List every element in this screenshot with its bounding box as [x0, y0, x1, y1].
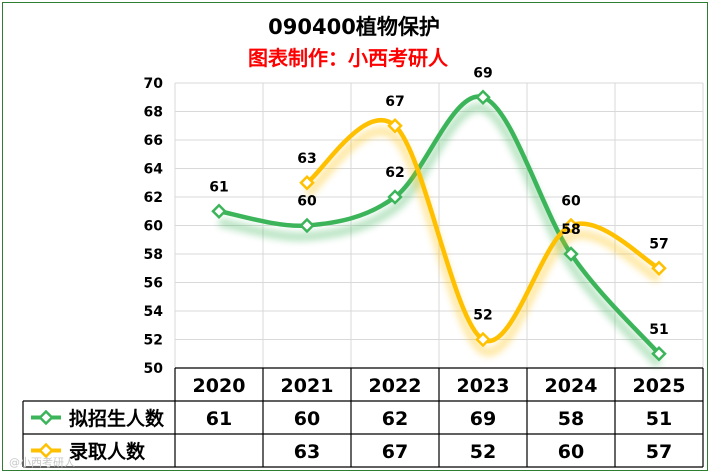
data-point-marker [475, 331, 491, 348]
chart-title: 090400植物保护 [268, 15, 440, 39]
legend-label-0: 拟招生人数 [69, 407, 165, 430]
x-tick-label: 2020 [193, 375, 246, 397]
x-tick-label: 2025 [633, 375, 686, 397]
x-tick-label: 2021 [281, 375, 334, 397]
data-point-marker [387, 189, 403, 205]
data-label: 60 [297, 194, 317, 210]
series-line-glow-0 [218, 103, 663, 368]
x-tick-label: 2024 [545, 375, 598, 397]
y-tick-label: 62 [144, 190, 163, 206]
data-label: 58 [561, 222, 580, 238]
table-cell: 63 [294, 441, 320, 463]
table-cell: 60 [558, 441, 584, 463]
y-tick-label: 64 [144, 162, 164, 178]
table-cell: 69 [470, 408, 496, 430]
line-chart: 090400植物保护 图表制作：小西考研人 50 52 54 56 58 60 62 64 66… [9, 15, 704, 469]
data-point-marker [563, 217, 579, 234]
data-point-marker [651, 345, 667, 362]
data-point-marker [387, 117, 403, 134]
data-label: 62 [385, 165, 404, 181]
data-label: 63 [297, 151, 316, 167]
chart-frame: 090400植物保护 图表制作：小西考研人 50 52 54 56 58 60 62 64 66… [2, 2, 708, 471]
data-label: 67 [385, 94, 404, 110]
legend-marker-0 [38, 409, 54, 426]
y-tick-label: 70 [144, 76, 164, 92]
table-cell: 51 [646, 408, 672, 430]
series-line-glow-1 [304, 126, 662, 357]
data-point-marker [299, 174, 315, 191]
y-tick-label: 68 [144, 105, 163, 121]
table-cell: 60 [294, 408, 320, 430]
data-point-marker [299, 217, 315, 234]
y-tick-label: 60 [144, 219, 164, 235]
y-tick-label: 52 [144, 333, 163, 349]
table-cell: 61 [206, 408, 232, 430]
data-point-marker [651, 260, 667, 277]
watermark: @小西考研人 [9, 456, 75, 469]
y-axis: 50 52 54 56 58 60 62 64 66 68 70 [144, 76, 164, 377]
y-tick-label: 58 [144, 247, 163, 263]
y-tick-label: 66 [144, 133, 163, 149]
data-point-marker [211, 203, 227, 220]
data-point-marker [563, 246, 579, 262]
table-cell: 52 [470, 441, 496, 463]
series-layer [211, 89, 667, 368]
y-tick-label: 54 [144, 304, 164, 320]
data-point-marker [475, 89, 491, 106]
x-tick-label: 2023 [457, 375, 510, 397]
data-label: 61 [209, 179, 228, 195]
table-cell: 58 [558, 408, 584, 430]
chart-subtitle: 图表制作：小西考研人 [248, 46, 449, 70]
table-cell: 62 [382, 408, 408, 430]
data-table: 2020 2021 2022 2023 2024 2025 拟招生人数 61 60 62 69 58 5… [22, 367, 704, 468]
data-label: 60 [561, 194, 581, 210]
table-cell: 57 [646, 441, 672, 463]
x-tick-label: 2022 [369, 375, 422, 397]
data-label: 57 [649, 236, 668, 252]
data-label: 51 [649, 322, 668, 338]
y-tick-label: 56 [144, 276, 163, 292]
data-labels: 61 60 62 69 58 51 63 67 52 60 57 [209, 65, 668, 338]
legend-marker-1 [38, 442, 54, 459]
legend-label-1: 录取人数 [69, 440, 146, 463]
data-label: 69 [473, 65, 492, 81]
table-cell: 67 [382, 441, 408, 463]
y-tick-label: 50 [144, 361, 164, 377]
data-label: 52 [473, 308, 492, 324]
